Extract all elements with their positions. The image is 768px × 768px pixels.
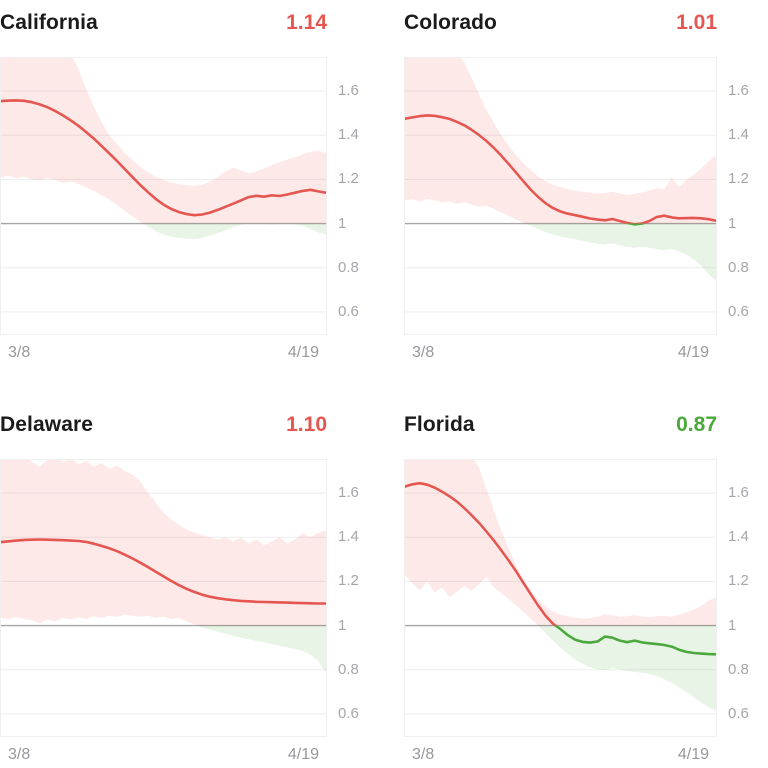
state-name: Delaware [0, 413, 94, 436]
y-tick: 1 [338, 616, 347, 634]
y-tick: 1.2 [728, 170, 749, 188]
rt-chart-florida[interactable] [404, 459, 717, 737]
panel-header: Florida 0.87 [404, 412, 717, 438]
y-tick: 1.2 [338, 572, 359, 590]
x-axis: 3/8 4/19 [404, 745, 717, 764]
chart-row: 1.6 1.4 1.2 1 0.8 0.6 [404, 57, 754, 335]
y-tick: 1.6 [338, 82, 359, 100]
x-axis: 3/8 4/19 [404, 343, 717, 362]
y-tick: 0.8 [728, 258, 749, 276]
y-tick: 1 [338, 214, 347, 232]
chart-row: 1.6 1.4 1.2 1 0.8 0.6 [0, 459, 364, 737]
rt-chart-delaware[interactable] [0, 459, 327, 737]
x-axis: 3/8 4/19 [0, 745, 327, 764]
y-axis: 1.6 1.4 1.2 1 0.8 0.6 [327, 57, 364, 335]
panel-delaware: Delaware 1.10 1.6 1.4 1.2 1 0.8 0.6 3/8 … [0, 402, 364, 764]
state-name: Florida [404, 413, 475, 436]
y-tick: 1.6 [728, 484, 749, 502]
y-axis: 1.6 1.4 1.2 1 0.8 0.6 [327, 459, 364, 737]
x-axis: 3/8 4/19 [0, 343, 327, 362]
rt-chart-california[interactable] [0, 57, 327, 335]
y-tick: 0.6 [338, 704, 359, 722]
y-tick: 0.6 [728, 704, 749, 722]
y-tick: 1.2 [338, 170, 359, 188]
panel-colorado: Colorado 1.01 1.6 1.4 1.2 1 0.8 0.6 3/8 … [404, 0, 754, 362]
x-tick-end: 4/19 [287, 344, 319, 361]
x-tick-end: 4/19 [677, 344, 709, 361]
panel-header: Colorado 1.01 [404, 10, 717, 36]
rt-current-value: 1.10 [286, 413, 327, 436]
y-tick: 1 [728, 616, 737, 634]
x-tick-end: 4/19 [677, 746, 709, 763]
x-tick-start: 3/8 [412, 746, 435, 763]
y-tick: 0.8 [338, 258, 359, 276]
y-axis: 1.6 1.4 1.2 1 0.8 0.6 [717, 57, 754, 335]
y-axis: 1.6 1.4 1.2 1 0.8 0.6 [717, 459, 754, 737]
y-tick: 1.4 [338, 528, 359, 546]
rt-chart-colorado[interactable] [404, 57, 717, 335]
y-tick: 1.4 [338, 126, 359, 144]
panel-california: California 1.14 1.6 1.4 1.2 1 0.8 0.6 3/… [0, 0, 364, 362]
panel-header: Delaware 1.10 [0, 412, 327, 438]
y-tick: 1.6 [338, 484, 359, 502]
y-tick: 1.6 [728, 82, 749, 100]
x-tick-end: 4/19 [287, 746, 319, 763]
state-name: California [0, 11, 98, 34]
y-tick: 1.4 [728, 126, 749, 144]
panel-florida: Florida 0.87 1.6 1.4 1.2 1 0.8 0.6 3/8 4… [404, 402, 754, 764]
rt-current-value: 0.87 [676, 413, 717, 436]
x-tick-start: 3/8 [412, 344, 435, 361]
chart-row: 1.6 1.4 1.2 1 0.8 0.6 [404, 459, 754, 737]
y-tick: 0.6 [338, 302, 359, 320]
rt-current-value: 1.01 [676, 11, 717, 34]
y-tick: 1.4 [728, 528, 749, 546]
panel-header: California 1.14 [0, 10, 327, 36]
y-tick: 0.8 [728, 660, 749, 678]
state-name: Colorado [404, 11, 497, 34]
y-tick: 1.2 [728, 572, 749, 590]
y-tick: 0.6 [728, 302, 749, 320]
chart-row: 1.6 1.4 1.2 1 0.8 0.6 [0, 57, 364, 335]
rt-current-value: 1.14 [286, 11, 327, 34]
y-tick: 1 [728, 214, 737, 232]
x-tick-start: 3/8 [8, 344, 31, 361]
x-tick-start: 3/8 [8, 746, 31, 763]
y-tick: 0.8 [338, 660, 359, 678]
